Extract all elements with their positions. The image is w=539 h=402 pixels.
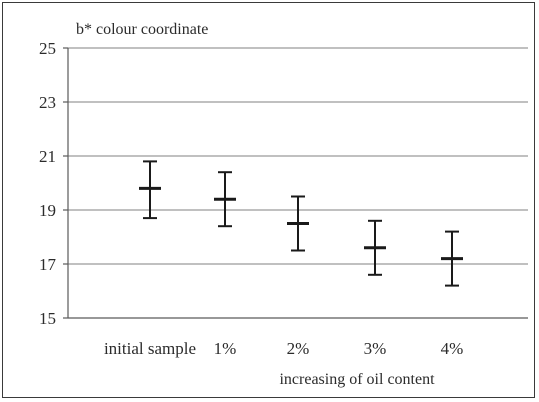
y-tick-label: 23: [39, 93, 56, 112]
error-bar: [287, 195, 309, 252]
error-bar: [441, 230, 463, 287]
y-tick-label: 21: [39, 147, 56, 166]
x-tick-labels: initial sample 1% 2% 3% 4%: [104, 339, 463, 358]
x-tick-label: 2%: [287, 339, 310, 358]
axes: [63, 47, 528, 319]
y-tick-label: 17: [39, 255, 57, 274]
y-axis-title: b* colour coordinate: [76, 21, 208, 38]
x-tick-label: initial sample: [104, 339, 196, 358]
x-tick-label: 3%: [364, 339, 387, 358]
x-axis-title: increasing of oil content: [279, 371, 435, 388]
y-tick-label: 19: [39, 201, 56, 220]
x-tick-label: 1%: [214, 339, 237, 358]
y-tick-label: 15: [39, 309, 56, 328]
chart-frame: [2, 2, 535, 398]
error-bar: [364, 219, 386, 276]
error-bar: [214, 171, 236, 228]
y-tick-label: 25: [39, 39, 56, 58]
error-bar: [139, 160, 161, 220]
y-tick-labels: 15 17 19 21 23 25: [39, 39, 57, 328]
error-bars: [139, 160, 463, 287]
x-tick-label: 4%: [441, 339, 464, 358]
